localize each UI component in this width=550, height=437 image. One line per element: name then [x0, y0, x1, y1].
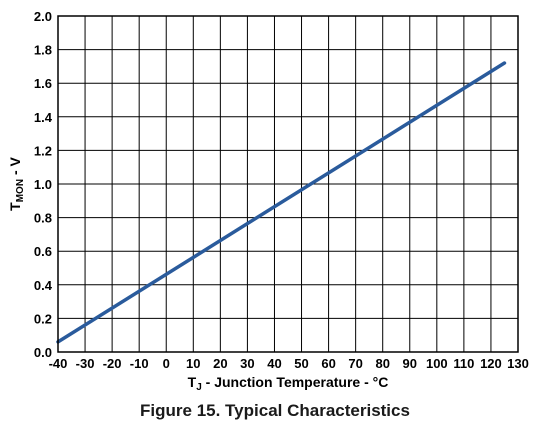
series-line-0	[56, 61, 507, 344]
chart: -40 -30 -20 -10 0 10 20 30 40 50 60 70 80 90 100 110 120…	[7, 9, 529, 393]
x-tick-label: 0	[163, 356, 170, 371]
x-tick-label: 130	[507, 356, 529, 371]
y-tick-label: 1.2	[34, 143, 52, 158]
y-axis-title-sub: MON	[15, 179, 26, 202]
y-axis-title: TMON - V	[7, 156, 26, 210]
x-axis-title-rest: - Junction Temperature - °C	[202, 374, 389, 390]
y-tick-label: 0.6	[34, 244, 52, 259]
grid	[57, 15, 519, 353]
x-tick-label: 60	[321, 356, 335, 371]
y-tick-label: 1.4	[34, 110, 53, 125]
x-tick-label: 50	[294, 356, 308, 371]
x-tick-labels: -40 -30 -20 -10 0 10 20 30 40 50 60 70 80 90 100 110 120…	[49, 356, 529, 371]
x-axis-title-sub: J	[196, 382, 202, 393]
y-tick-label: 0.2	[34, 311, 52, 326]
x-tick-label: 110	[453, 356, 474, 371]
figure-caption: Figure 15. Typical Characteristics	[140, 401, 410, 420]
y-tick-label: 0.0	[34, 345, 52, 360]
y-tick-label: 2.0	[34, 9, 52, 24]
x-tick-label: -10	[130, 356, 149, 371]
y-tick-label: 0.8	[34, 211, 52, 226]
series-layer	[56, 61, 507, 344]
x-tick-label: -40	[49, 356, 68, 371]
x-tick-label: -20	[103, 356, 122, 371]
x-tick-label: 40	[267, 356, 281, 371]
y-axis-title-main: T	[7, 202, 23, 211]
y-tick-labels: 0.0 0.2 0.4 0.6 0.8 1.0 1.2 1.4 1.6 1.8 2.0	[34, 9, 53, 360]
x-tick-label: 120	[480, 356, 502, 371]
plot-frame	[57, 15, 519, 353]
x-tick-label: 10	[186, 356, 200, 371]
x-tick-label: 80	[375, 356, 389, 371]
x-tick-label: 30	[240, 356, 254, 371]
y-tick-label: 0.4	[34, 278, 53, 293]
x-axis-title-main: T	[188, 374, 197, 390]
y-axis-title-rest: - V	[7, 156, 23, 178]
x-tick-label: 100	[426, 356, 448, 371]
y-tick-label: 1.8	[34, 43, 52, 58]
y-tick-label: 1.6	[34, 76, 52, 91]
x-tick-label: 20	[213, 356, 227, 371]
x-tick-label: 70	[348, 356, 362, 371]
x-tick-label: -30	[76, 356, 95, 371]
x-axis-title: TJ - Junction Temperature - °C	[188, 374, 389, 393]
x-tick-label: 90	[403, 356, 417, 371]
y-tick-label: 1.0	[34, 177, 52, 192]
